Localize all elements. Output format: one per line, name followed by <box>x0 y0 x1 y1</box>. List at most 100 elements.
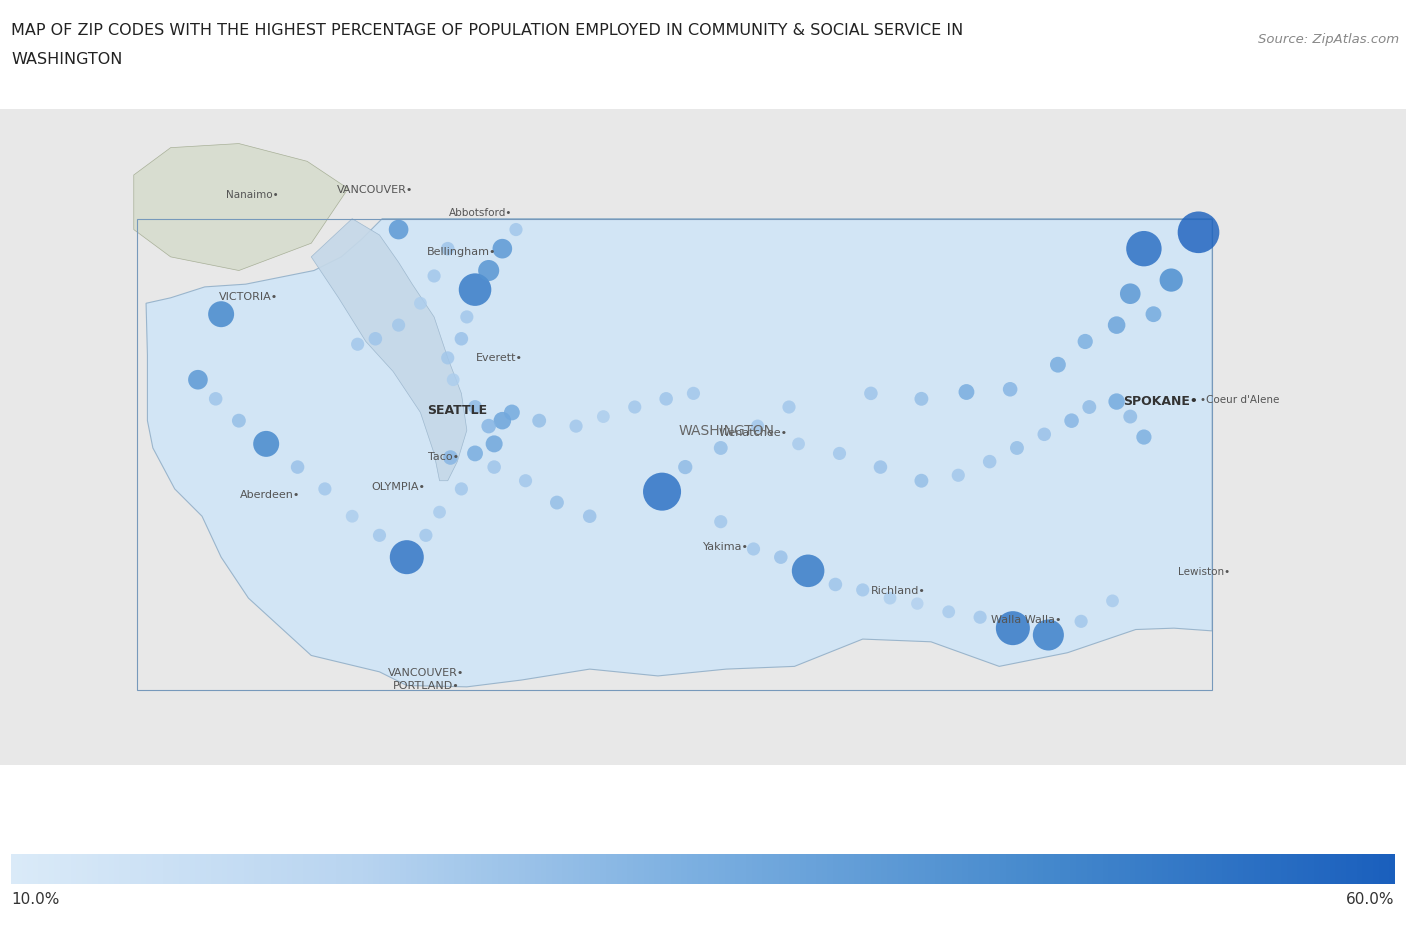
Point <box>651 485 673 500</box>
Point <box>1101 593 1123 608</box>
Point <box>824 578 846 592</box>
Point <box>1001 621 1024 636</box>
Point <box>441 373 464 388</box>
Point <box>852 583 875 598</box>
Text: •Coeur d'Alene: •Coeur d'Alene <box>1199 394 1279 404</box>
Text: Nanaimo•: Nanaimo• <box>226 190 278 200</box>
Point <box>340 509 363 524</box>
Point <box>228 414 250 429</box>
Point <box>515 474 537 489</box>
Point <box>769 550 792 565</box>
Point <box>387 318 409 333</box>
Point <box>1074 335 1097 350</box>
Point <box>879 591 901 606</box>
Point <box>409 297 432 312</box>
Point <box>464 283 486 298</box>
Point <box>1105 395 1128 410</box>
Point <box>578 509 600 524</box>
Point <box>905 596 928 611</box>
Point <box>1033 428 1056 443</box>
Text: Abbotsford•: Abbotsford• <box>449 208 512 217</box>
Point <box>998 383 1021 398</box>
Point <box>478 419 501 434</box>
Point <box>682 387 704 402</box>
Point <box>450 332 472 347</box>
Point <box>464 400 486 415</box>
Text: VANCOUVER•: VANCOUVER• <box>388 667 464 677</box>
Point <box>778 400 800 415</box>
Point <box>938 605 960 620</box>
Point <box>710 515 733 530</box>
Polygon shape <box>146 219 1212 687</box>
Point <box>478 264 501 279</box>
Point <box>436 241 458 256</box>
Point <box>456 310 478 325</box>
Text: Walla Walla•: Walla Walla• <box>991 614 1062 624</box>
Text: PORTLAND•: PORTLAND• <box>392 680 460 691</box>
Point <box>1105 318 1128 333</box>
Text: SPOKANE•: SPOKANE• <box>1123 394 1198 407</box>
Point <box>1119 410 1142 425</box>
Text: 60.0%: 60.0% <box>1347 891 1395 906</box>
Point <box>527 414 550 429</box>
Point <box>482 437 505 452</box>
Point <box>287 461 309 475</box>
Point <box>491 414 513 429</box>
Point <box>969 610 991 625</box>
Point <box>546 495 568 510</box>
Point <box>1160 273 1182 288</box>
Point <box>742 542 765 557</box>
Point <box>209 307 232 322</box>
Point <box>395 550 418 565</box>
Point <box>592 410 614 425</box>
Point <box>368 528 391 543</box>
Text: 10.0%: 10.0% <box>11 891 59 906</box>
Point <box>1038 628 1060 643</box>
Point <box>1046 358 1069 373</box>
Point <box>948 468 970 483</box>
Point <box>439 450 461 465</box>
Text: Source: ZipAtlas.com: Source: ZipAtlas.com <box>1258 33 1399 46</box>
Text: Wenatchee•: Wenatchee• <box>718 427 789 437</box>
Point <box>1133 241 1156 256</box>
Text: VICTORIA•: VICTORIA• <box>219 292 278 302</box>
Point <box>787 437 810 452</box>
Point <box>450 482 472 497</box>
Polygon shape <box>311 219 467 481</box>
Polygon shape <box>134 144 349 271</box>
Point <box>1005 441 1028 456</box>
Point <box>623 400 645 415</box>
Point <box>1070 614 1092 629</box>
Point <box>501 405 523 420</box>
Point <box>1133 430 1156 445</box>
Text: VANCOUVER•: VANCOUVER• <box>337 184 413 195</box>
Text: MAP OF ZIP CODES WITH THE HIGHEST PERCENTAGE OF POPULATION EMPLOYED IN COMMUNITY: MAP OF ZIP CODES WITH THE HIGHEST PERCEN… <box>11 23 963 38</box>
Point <box>1142 307 1164 322</box>
Text: Everett•: Everett• <box>477 352 523 362</box>
Point <box>187 373 209 388</box>
Point <box>254 437 277 452</box>
Text: Lewiston•: Lewiston• <box>1178 566 1230 577</box>
Text: Yakima•: Yakima• <box>703 542 749 551</box>
Point <box>314 482 336 497</box>
Bar <box>136 219 1212 690</box>
Text: Aberdeen•: Aberdeen• <box>240 490 301 500</box>
Point <box>1078 400 1101 415</box>
Point <box>710 441 733 456</box>
Text: WASHINGTON: WASHINGTON <box>678 424 775 438</box>
Point <box>869 461 891 475</box>
Point <box>491 241 513 256</box>
Point <box>673 461 696 475</box>
Point <box>1060 414 1083 429</box>
Point <box>655 392 678 407</box>
Point <box>1119 287 1142 302</box>
Text: Bellingham•: Bellingham• <box>426 247 496 257</box>
Point <box>482 461 505 475</box>
Point <box>797 563 820 578</box>
Text: SEATTLE: SEATTLE <box>427 403 488 417</box>
Point <box>387 223 409 238</box>
Point <box>859 387 882 402</box>
Point <box>828 446 851 461</box>
Point <box>565 419 588 434</box>
Point <box>979 455 1001 470</box>
